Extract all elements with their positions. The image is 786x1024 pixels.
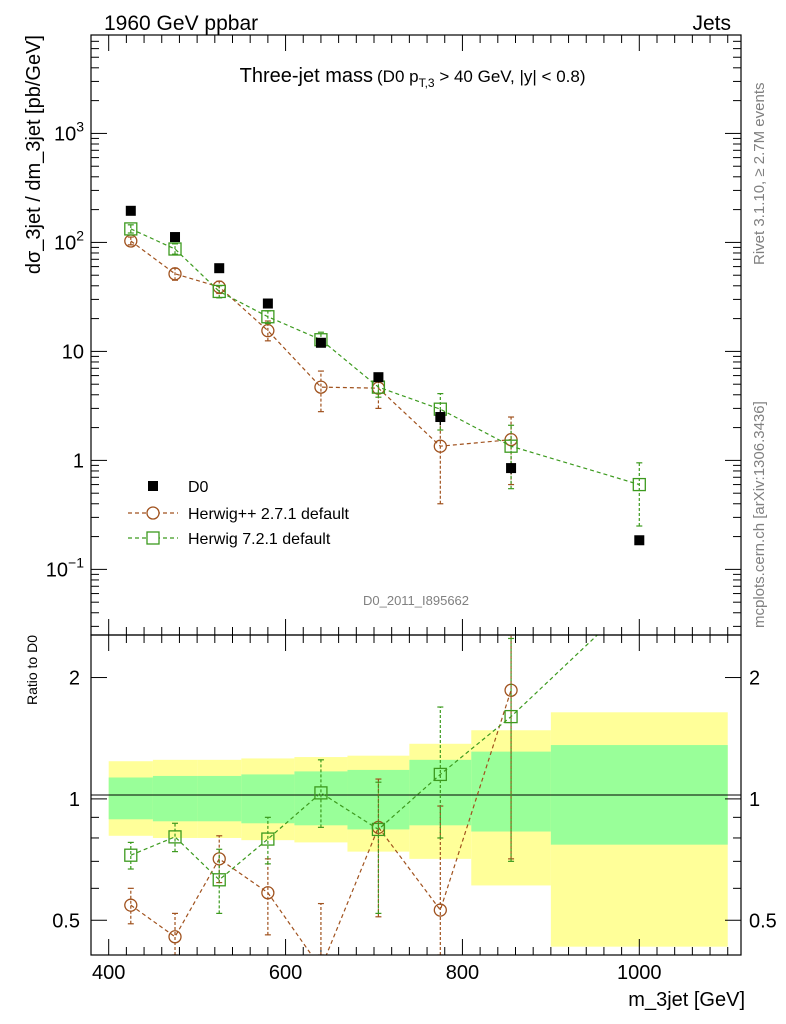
title-cut-sub: T,3 [419,76,435,90]
main-title: Three-jet mass (D0 pT,3 > 40 GeV, |y| < … [240,65,586,90]
ratio-herwig7-point [314,786,328,800]
legend-marker-herwigpp [146,506,160,520]
ratio-frame [90,634,742,956]
ratio-herwig7-point [371,822,386,837]
d0-point [435,412,446,423]
legend-label-herwig7: Herwig 7.2.1 default [188,531,331,548]
ratio-herwig7-point [433,767,447,782]
ratio-ytick-label-right: 2 [749,668,760,690]
ratio-ylabel: Ratio to D0 [24,635,40,705]
herwigpp-point [124,234,138,248]
main-ytick-base: 10 [54,232,76,254]
ratio-herwig7-point [212,873,226,887]
ratio-ytick-label-left: 1 [69,789,80,811]
herwigpp-point [261,324,275,338]
legend-marker-d0 [148,481,158,491]
main-ytick-base: 1 [73,450,84,472]
ratio-ytick-label-right: 1 [749,789,760,811]
herwigpp-point [168,267,182,281]
ratio-herwigpp-point [433,903,447,917]
herwig7-point [212,284,226,299]
ratio-ytick-label-right: 0.5 [749,910,777,932]
ratio-band-inner [241,774,295,824]
d0-point [315,337,326,348]
herwig7-point [632,477,646,492]
main-ytick-base: 10 [54,123,76,145]
ratio-herwig7-point [168,830,182,844]
main-ytick-label: 10 [62,341,84,363]
ratio-ticks: 2 2 1 1 0.5 0.5 400 600 800 1000 [52,635,777,984]
ratio-ytick-label-left: 0.5 [52,910,80,932]
herwigpp-point [433,439,447,453]
ratio-herwigpp-point [168,930,182,944]
analysis-id: D0_2011_I895662 [363,593,469,608]
herwig7-point [168,242,182,256]
d0-point [373,372,384,383]
legend-label-herwigpp: Herwig++ 2.7.1 default [188,506,350,523]
ratio-herwig7-line [130,635,599,881]
legend: D0 Herwig++ 2.7.1 default Herwig 7.2.1 d… [128,479,350,548]
main-ylabel: dσ_3jet / dm_3jet [pb/GeV] [23,35,45,274]
main-ytick-label: 102 [54,227,84,254]
ratio-herwig7-point [504,709,518,724]
legend-marker-herwig7 [146,531,160,545]
title-main: Three-jet mass [240,65,373,87]
main-data [124,205,646,546]
ratio-xtick-label: 400 [92,962,125,984]
ratio-herwigpp-line [130,690,512,955]
d0-point [634,535,645,546]
side-label-rivet: Rivet 3.1.10, ≥ 2.7M events [751,83,768,266]
main-ytick-exp: 2 [76,227,84,243]
ratio-panel: 2 2 1 1 0.5 0.5 400 600 800 1000 Ratio to D0 m_3j… [24,634,777,1011]
ratio-series-group [124,635,599,955]
ratio-herwig7-point [124,848,138,862]
d0-point [214,263,225,274]
ratio-xlabel: m_3jet [GeV] [628,989,745,1011]
ratio-band-inner [108,777,153,820]
ratio-herwig7-point [261,832,275,846]
ratio-ytick-label-left: 2 [69,668,80,690]
title-cut: (D0 pT,3 > 40 GeV, |y| < 0.8) [377,67,586,90]
ratio-herwigpp-point [261,886,275,900]
ratio-xtick-label: 800 [446,962,479,984]
ratio-xtick-label: 600 [269,962,302,984]
herwigpp-point [314,380,328,394]
title-cut-rest: > 40 GeV, |y| < 0.8) [435,67,586,86]
ratio-band-inner [197,775,242,822]
herwigpp-line [130,240,512,447]
side-label-mcplots: mcplots.cern.ch [arXiv:1306.3436] [751,401,768,628]
main-ytick-exp: −1 [68,554,84,570]
d0-point [125,205,136,216]
ratio-bands [108,712,728,947]
herwig7-point [504,439,518,453]
main-ytick-label: 10−1 [46,554,84,581]
ratio-herwigpp-point [124,898,138,912]
title-cut-text: (D0 p [377,67,419,86]
d0-point [262,298,273,309]
main-ytick-label: 103 [54,118,84,145]
d0-point [506,463,517,474]
ratio-xtick-label: 1000 [617,962,662,984]
main-ytick-exp: 3 [76,118,84,134]
herwig7-line [130,228,640,486]
header-process: Jets [692,12,731,35]
herwig7-point [124,222,138,236]
header-energy: 1960 GeV ppbar [104,12,258,35]
d0-point [170,232,181,243]
main-ytick-base: 10 [62,341,84,363]
main-ytick-label: 1 [73,450,84,472]
ratio-band-inner [152,775,198,822]
herwig7-point [261,310,275,324]
ratio-data [124,635,599,955]
legend-label-d0: D0 [188,479,209,496]
main-ytick-base: 10 [46,559,68,581]
